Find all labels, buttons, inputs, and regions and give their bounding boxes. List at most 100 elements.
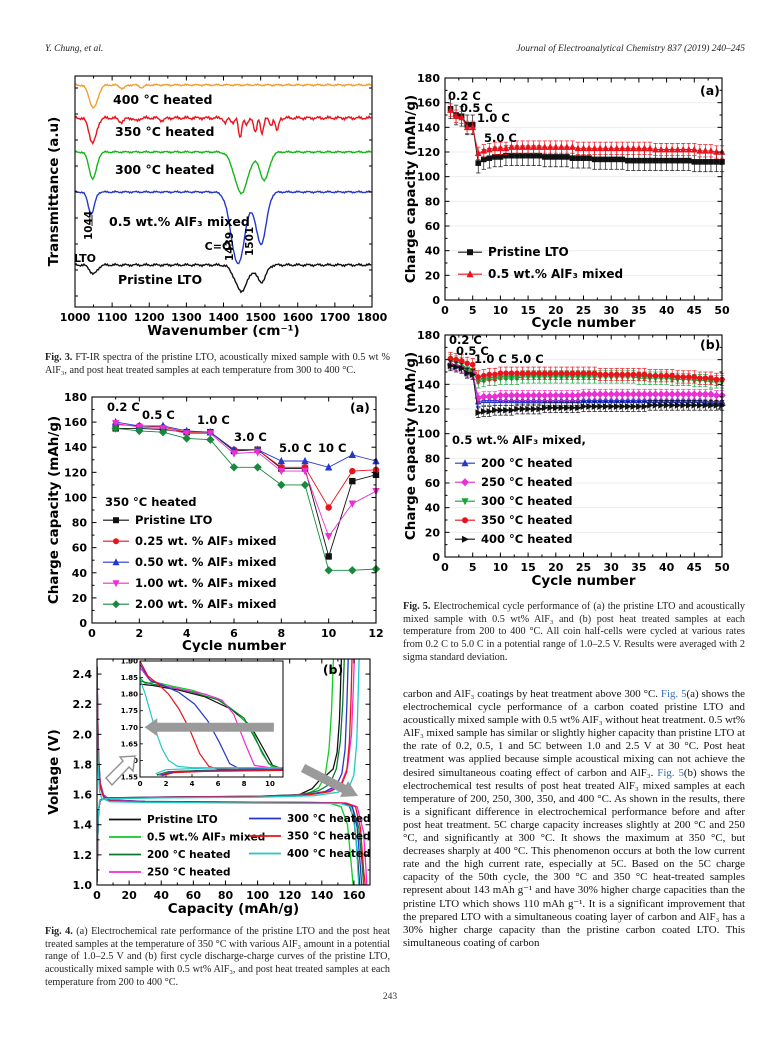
figure-5b-cycle-chart: 0 5 10 15 20 25 30 35 40 45 50 0 20 40 60 80 100 120 140 16…	[403, 331, 730, 589]
svg-text:10: 10	[321, 627, 337, 640]
svg-text:(a): (a)	[350, 400, 370, 415]
svg-text:1.0 C 5.0 C: 1.0 C 5.0 C	[474, 352, 544, 366]
svg-text:Transmittance (a.u): Transmittance (a.u)	[46, 117, 62, 267]
svg-text:45: 45	[687, 561, 702, 574]
svg-text:2: 2	[164, 780, 169, 788]
svg-text:25: 25	[576, 304, 591, 317]
svg-text:8: 8	[242, 780, 247, 788]
svg-text:1300: 1300	[171, 311, 202, 324]
svg-text:20: 20	[425, 526, 441, 539]
svg-text:80: 80	[218, 889, 234, 902]
svg-text:0.25 wt. % AlF₃ mixed: 0.25 wt. % AlF₃ mixed	[135, 534, 277, 548]
figure-4-caption: Fig. 4. (a) Electrochemical rate perform…	[45, 926, 390, 990]
svg-text:60: 60	[186, 889, 202, 902]
svg-text:200 °C heated: 200 °C heated	[147, 849, 231, 861]
svg-text:Pristine LTO: Pristine LTO	[135, 513, 213, 527]
svg-text:(a): (a)	[700, 83, 720, 98]
svg-text:1600: 1600	[282, 311, 313, 324]
svg-text:1100: 1100	[97, 311, 128, 324]
figure-5a-cycle-chart: 0 5 10 15 20 25 30 35 40 45 50 0 20 40 60 80 100 120 140 16…	[403, 72, 730, 330]
svg-text:0: 0	[93, 889, 101, 902]
svg-text:Pristine LTO: Pristine LTO	[488, 245, 569, 259]
svg-text:0: 0	[432, 551, 440, 564]
svg-text:50: 50	[714, 561, 730, 574]
svg-text:40: 40	[72, 567, 88, 580]
svg-text:1.0 C: 1.0 C	[197, 413, 230, 427]
svg-text:Wavenumber (cm⁻¹): Wavenumber (cm⁻¹)	[147, 323, 299, 339]
svg-text:40: 40	[154, 889, 170, 902]
svg-text:140: 140	[310, 889, 333, 902]
svg-text:20: 20	[548, 561, 564, 574]
svg-text:1.0: 1.0	[73, 879, 93, 892]
svg-text:80: 80	[425, 195, 441, 208]
svg-text:0: 0	[432, 294, 440, 307]
svg-text:35: 35	[631, 561, 646, 574]
svg-text:1200: 1200	[134, 311, 165, 324]
svg-text:Charge capacity (mAh/g): Charge capacity (mAh/g)	[403, 95, 419, 283]
svg-text:5.0 C: 5.0 C	[279, 441, 312, 455]
svg-text:160: 160	[64, 416, 87, 429]
svg-text:60: 60	[72, 542, 88, 555]
svg-text:180: 180	[417, 72, 440, 85]
svg-text:Charge capacity (mAh/g): Charge capacity (mAh/g)	[46, 416, 62, 604]
svg-text:160: 160	[342, 889, 365, 902]
figure-4-caption-label: Fig. 4.	[45, 926, 73, 937]
svg-text:1.55: 1.55	[121, 774, 138, 782]
svg-text:1.85: 1.85	[121, 674, 138, 682]
svg-text:Pristine LTO: Pristine LTO	[147, 814, 218, 826]
body-paragraph: carbon and AlF₃ coatings by heat treatme…	[403, 688, 745, 950]
svg-text:80: 80	[72, 517, 88, 530]
svg-text:20: 20	[72, 592, 88, 605]
svg-text:10: 10	[493, 304, 509, 317]
svg-text:0.5 C: 0.5 C	[142, 408, 175, 422]
svg-text:2.2: 2.2	[73, 698, 93, 711]
svg-text:1.00 wt. % AlF₃ mixed: 1.00 wt. % AlF₃ mixed	[135, 576, 277, 590]
fig5a-link[interactable]: Fig. 5	[660, 688, 687, 700]
svg-text:Voltage (V): Voltage (V)	[46, 729, 62, 814]
svg-text:0.5 wt.% AlF₃ mixed: 0.5 wt.% AlF₃ mixed	[488, 267, 623, 281]
svg-text:LTO: LTO	[74, 252, 96, 265]
svg-text:40: 40	[425, 502, 441, 515]
svg-text:Capacity (mAh/g): Capacity (mAh/g)	[168, 901, 299, 917]
svg-text:1800: 1800	[357, 311, 388, 324]
svg-text:80: 80	[425, 452, 441, 465]
svg-text:1.0 C: 1.0 C	[477, 111, 510, 125]
svg-text:0: 0	[79, 617, 87, 630]
figure-3-caption-label: Fig. 3.	[45, 352, 73, 363]
svg-text:(b): (b)	[323, 662, 343, 677]
svg-text:1.80: 1.80	[121, 691, 138, 699]
svg-text:100: 100	[64, 491, 87, 504]
svg-text:6: 6	[230, 627, 238, 640]
svg-text:0.50 wt. % AlF₃ mixed: 0.50 wt. % AlF₃ mixed	[135, 555, 277, 569]
svg-text:300 °C heated: 300 °C heated	[115, 162, 214, 177]
svg-text:20: 20	[425, 269, 441, 282]
figure-4-caption-text: (a) Electrochemical rate performance of …	[45, 926, 390, 988]
svg-text:2.4: 2.4	[73, 668, 93, 681]
svg-text:C=O: C=O	[205, 240, 232, 253]
svg-text:1.8: 1.8	[73, 758, 93, 771]
svg-text:25: 25	[576, 561, 591, 574]
svg-text:15: 15	[520, 561, 535, 574]
svg-text:0: 0	[138, 780, 143, 788]
figure-5-caption-label: Fig. 5.	[403, 601, 431, 612]
svg-text:350 °C heated: 350 °C heated	[287, 831, 371, 843]
svg-text:0.2 C: 0.2 C	[449, 333, 482, 347]
svg-text:300 °C heated: 300 °C heated	[287, 813, 371, 825]
svg-text:350 °C heated: 350 °C heated	[115, 124, 214, 139]
svg-text:1439: 1439	[224, 232, 236, 261]
body-text-run: (b) shows the electrochemical test resul…	[403, 766, 745, 949]
svg-text:45: 45	[687, 304, 702, 317]
header-authors: Y. Chung, et al.	[45, 44, 104, 54]
svg-text:Charge capacity (mAh/g): Charge capacity (mAh/g)	[403, 352, 419, 540]
svg-text:5: 5	[469, 304, 477, 317]
svg-text:400 °C heated: 400 °C heated	[481, 532, 572, 546]
svg-text:1.2: 1.2	[73, 849, 93, 862]
svg-text:50: 50	[714, 304, 730, 317]
svg-text:0.5 wt.% AlF₃ mixed: 0.5 wt.% AlF₃ mixed	[147, 832, 265, 844]
svg-text:2.0: 2.0	[73, 728, 93, 741]
svg-text:Pristine LTO: Pristine LTO	[118, 272, 202, 287]
svg-text:0.5 C: 0.5 C	[456, 344, 489, 358]
fig5b-link[interactable]: Fig. 5	[657, 766, 684, 779]
